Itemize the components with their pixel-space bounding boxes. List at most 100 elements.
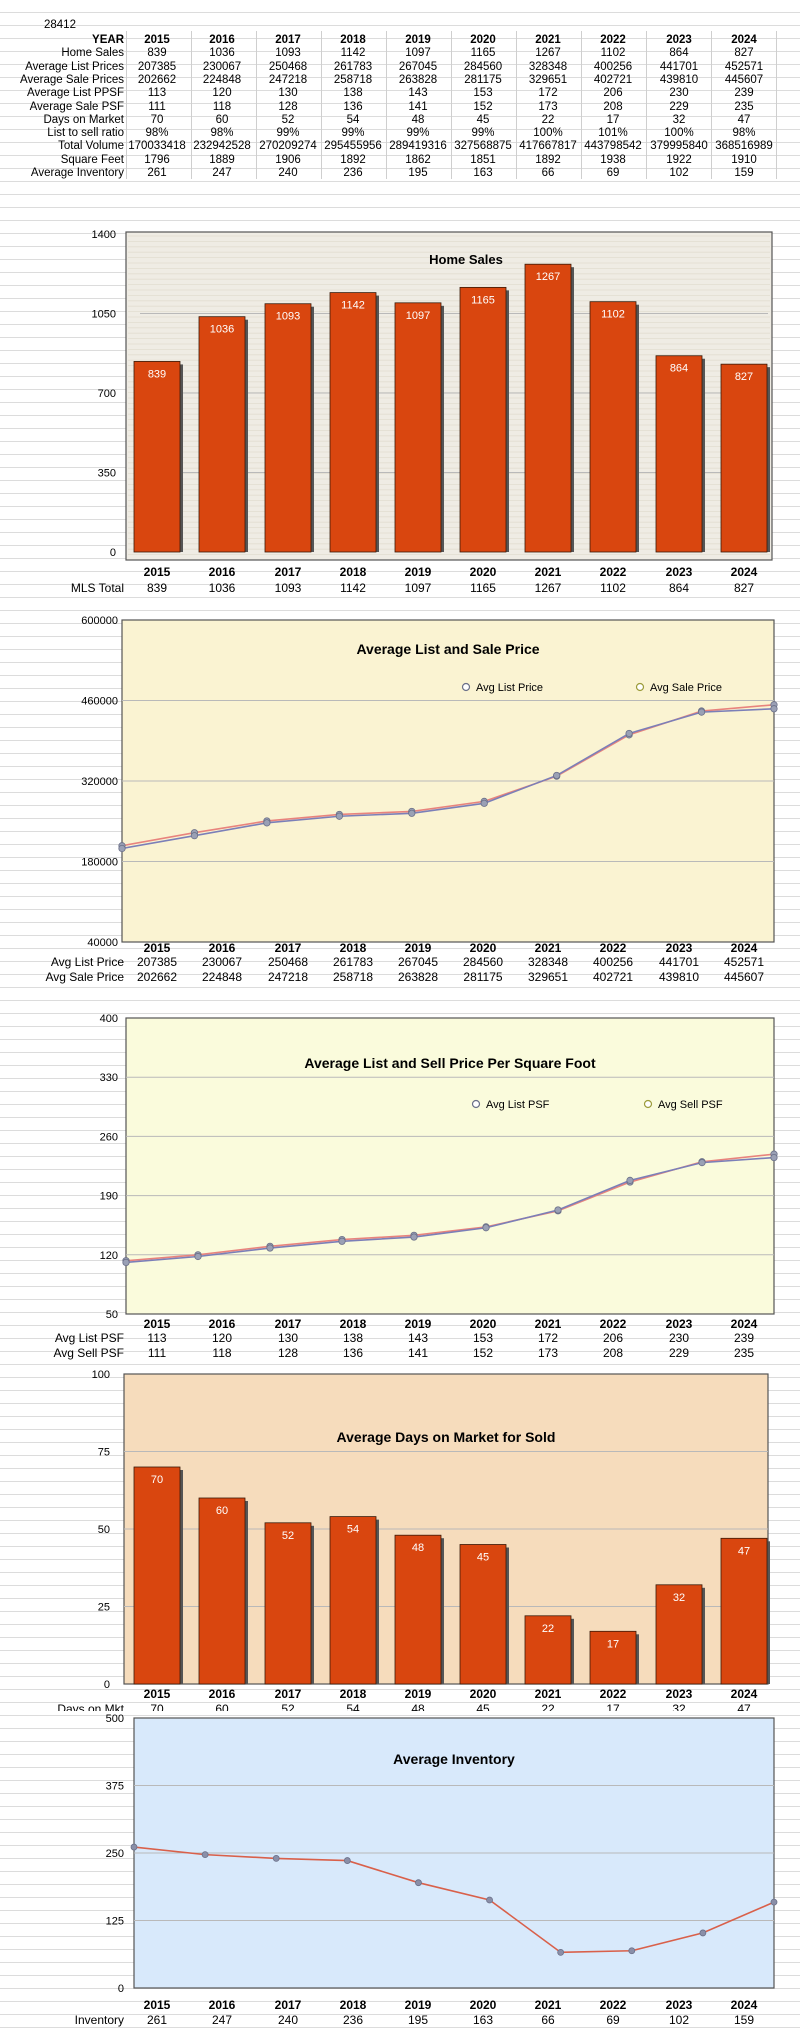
bar-label-background (728, 369, 760, 384)
chart-title: Home Sales (429, 252, 503, 267)
data-row-value: 439810 (659, 970, 699, 984)
x-tick-label: 2016 (209, 941, 236, 955)
data-row-value: 827 (734, 581, 754, 595)
bar-value-label: 22 (542, 1623, 554, 1635)
series-point (266, 1244, 274, 1252)
y-tick-label: 500 (106, 1713, 124, 1725)
table-cell: 195 (408, 167, 428, 179)
bar-value-label: 47 (738, 1545, 750, 1557)
bar-value-label: 1267 (536, 271, 560, 283)
bar (459, 286, 507, 553)
table-cell: 2020 (470, 34, 496, 46)
data-row-value: 281175 (463, 970, 502, 984)
table-cell: 1906 (275, 153, 301, 166)
data-row-value: 173 (538, 1346, 558, 1360)
bar-value-label: 864 (670, 363, 688, 375)
legend-marker (643, 1099, 653, 1109)
legend-label: Avg Sell PSF (658, 1099, 723, 1111)
table-cell: 60 (215, 113, 229, 126)
bar-value-label: 1165 (471, 294, 495, 306)
bar (720, 1537, 768, 1685)
x-tick-label: 2021 (535, 1317, 562, 1331)
table-cell: 208 (603, 100, 623, 113)
table-cell: 1036 (209, 47, 235, 60)
table-cell: 270209274 (259, 140, 317, 153)
data-row-value: 263828 (398, 970, 438, 984)
table-cell: 173 (538, 100, 558, 113)
series-point (410, 1233, 418, 1241)
bar-value-label: 1097 (406, 310, 430, 322)
data-row-label: MLS Total (71, 581, 124, 595)
table-cell: 172 (538, 87, 558, 100)
table-cell: 152 (473, 100, 493, 113)
data-row-value: 70 (150, 1702, 164, 1711)
data-row-label: Avg Sale Price (46, 970, 125, 984)
bar-label-background (337, 297, 369, 312)
table-cell: 99% (406, 127, 430, 140)
data-row-value: 206 (603, 1331, 623, 1345)
table-cell: 99% (471, 127, 495, 140)
chart-5: 0 125 250 375 500 Average Inventory 2015 2016 20… (75, 1713, 778, 2027)
x-tick-label: 2019 (405, 1687, 432, 1701)
table-cell: 235 (734, 100, 754, 113)
series-point (263, 819, 271, 827)
y-tick-label: 180000 (81, 857, 118, 869)
x-tick-label: 2017 (275, 565, 302, 579)
table-cell: 1910 (731, 153, 757, 166)
bar (198, 316, 246, 553)
table-row-label: Average List Prices (25, 60, 124, 73)
table-cell: 230 (669, 87, 689, 100)
table-column-divider (256, 31, 257, 180)
table-cell: 102 (669, 167, 689, 179)
bar-label-background (337, 1521, 369, 1536)
table-cell: 445607 (724, 73, 764, 86)
data-row-value: 141 (408, 1346, 428, 1360)
data-row-value: 261 (147, 2013, 167, 2027)
x-tick-label: 2020 (470, 1317, 497, 1331)
data-row-value: 236 (343, 2013, 363, 2027)
table-row-label: Average List PPSF (27, 87, 124, 100)
series-point (625, 729, 633, 738)
x-tick-label: 2018 (340, 941, 367, 955)
data-row-value: 250468 (268, 955, 308, 969)
table-cell: 159 (734, 167, 754, 179)
table-cell: 138 (343, 87, 363, 100)
x-tick-label: 2020 (470, 1687, 497, 1701)
data-row-value: 1165 (470, 581, 496, 595)
data-row-value: 441701 (659, 955, 699, 969)
x-tick-label: 2024 (731, 565, 758, 579)
table-row-label: YEAR (92, 34, 124, 46)
series-point (628, 1947, 636, 1955)
series-point (130, 1843, 138, 1851)
x-tick-label: 2018 (340, 565, 367, 579)
x-tick-label: 2019 (405, 565, 432, 579)
table-cell: 2021 (535, 34, 561, 46)
data-row-value: 247218 (268, 970, 308, 984)
y-tick-label: 50 (106, 1309, 118, 1321)
table-row-label: Average Sale PSF (29, 100, 124, 113)
table-cell: 141 (408, 100, 428, 113)
data-row-value: 240 (278, 2013, 298, 2027)
series-point (697, 708, 706, 716)
data-row-label: Avg List PSF (55, 1331, 124, 1345)
bar-value-label: 54 (347, 1524, 359, 1536)
series-point (557, 1948, 565, 1956)
x-tick-label: 2015 (144, 1687, 171, 1701)
table-cell: 295455956 (324, 140, 382, 153)
legend-marker (635, 682, 645, 692)
table-cell: 47 (737, 113, 751, 126)
data-row-value: 54 (346, 1702, 360, 1711)
series-point (554, 1206, 562, 1214)
data-row-value: 152 (473, 1346, 493, 1360)
y-tick-label: 1050 (92, 309, 116, 321)
bar (394, 1534, 442, 1685)
data-row-value: 159 (734, 2013, 754, 2027)
data-row-value: 230067 (202, 955, 242, 969)
data-row-value: 143 (408, 1331, 428, 1345)
bar-label-background (532, 1620, 564, 1635)
series-point (698, 1159, 706, 1167)
table-column-divider (126, 31, 127, 180)
bar-label-background (141, 366, 173, 381)
bar-value-label: 60 (216, 1505, 228, 1517)
table-column-divider (646, 31, 647, 180)
